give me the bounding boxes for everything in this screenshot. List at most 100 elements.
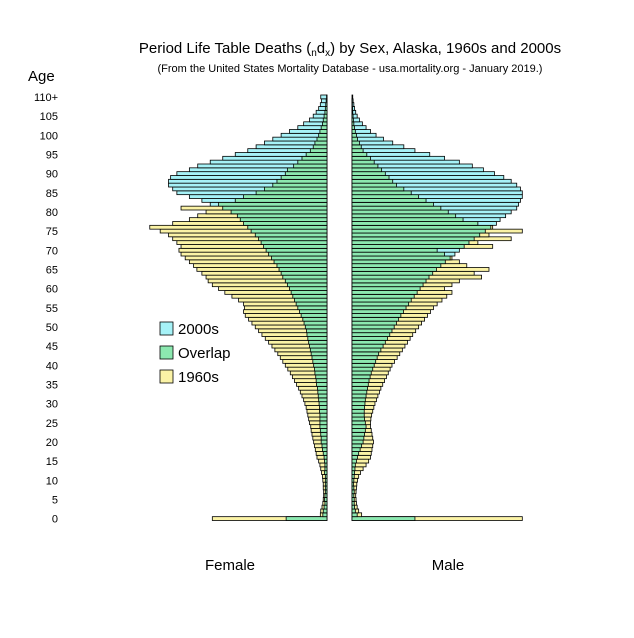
male-bar-overlap xyxy=(352,248,437,252)
female-bar-overlap xyxy=(304,321,327,325)
male-bar-overlap xyxy=(352,356,377,360)
female-bar-overlap xyxy=(321,126,327,130)
female-bar-overlap xyxy=(287,168,327,172)
male-bar-overlap xyxy=(352,202,433,206)
female-bar-overlap xyxy=(266,248,327,252)
male-bar-overlap xyxy=(352,279,426,283)
male-bar-overlap xyxy=(352,317,399,321)
male-bar-overlap xyxy=(352,145,361,149)
female-bar-overlap xyxy=(321,440,327,444)
male-bar-overlap xyxy=(352,260,445,264)
female-bar-overlap xyxy=(315,141,327,145)
female-bar-overlap xyxy=(285,172,327,176)
male-bar-overlap xyxy=(352,482,353,486)
male-bar-overlap xyxy=(352,252,445,256)
male-panel xyxy=(352,95,522,521)
male-bar-overlap xyxy=(352,179,393,183)
male-bar-overlap xyxy=(352,325,394,329)
male-bar-overlap xyxy=(352,122,354,126)
female-bar-overlap xyxy=(273,183,327,187)
male-bar-overlap xyxy=(352,195,419,199)
age-tick-label: 20 xyxy=(46,437,58,449)
female-bar-overlap xyxy=(318,390,327,394)
male-bar-overlap xyxy=(352,513,357,517)
female-bar-overlap xyxy=(324,455,327,459)
female-bar-overlap xyxy=(325,498,328,502)
male-bar-overlap xyxy=(352,471,355,475)
female-bar-overlap xyxy=(307,333,327,337)
male-bar-overlap xyxy=(352,110,353,114)
male-bar-overlap xyxy=(352,275,429,279)
age-tick-label: 5 xyxy=(52,494,58,506)
female-bar-overlap xyxy=(319,406,327,410)
male-bar-overlap xyxy=(352,390,367,394)
female-bar-overlap xyxy=(301,314,327,318)
male-bar-overlap xyxy=(352,229,485,233)
female-bar-overlap xyxy=(325,110,327,114)
male-bar-overlap xyxy=(352,206,441,210)
male-bar-overlap xyxy=(352,176,389,180)
male-bar-overlap xyxy=(352,314,401,318)
male-bar-overlap xyxy=(352,141,359,145)
male-bar-overlap xyxy=(352,386,368,390)
female-bar-overlap xyxy=(287,283,327,287)
female-bar-overlap xyxy=(219,202,327,206)
male-bar-overlap xyxy=(352,187,404,191)
female-bar-overlap xyxy=(320,417,327,421)
male-bar-overlap xyxy=(352,294,414,298)
male-bar-overlap xyxy=(352,283,423,287)
male-bar-overlap xyxy=(352,118,353,122)
female-bar-overlap xyxy=(320,421,327,425)
female-bar-overlap xyxy=(248,225,327,229)
female-panel xyxy=(150,95,327,521)
male-bar-overlap xyxy=(352,425,366,429)
male-bar-overlap xyxy=(352,478,354,482)
female-bar-overlap xyxy=(289,287,327,291)
female-bar-outer xyxy=(321,95,327,99)
male-bar-overlap xyxy=(352,302,409,306)
age-tick-label: 75 xyxy=(46,226,58,238)
male-bar-overlap xyxy=(352,363,374,367)
age-tick-label: 110+ xyxy=(34,92,58,104)
male-bar-overlap xyxy=(352,490,354,494)
male-bar-overlap xyxy=(352,107,353,111)
female-bar-overlap xyxy=(318,394,327,398)
male-bar-overlap xyxy=(352,371,371,375)
female-bar-overlap xyxy=(322,122,327,126)
male-bar-overlap xyxy=(352,114,353,118)
male-bar-overlap xyxy=(352,130,355,134)
age-tick-label: 45 xyxy=(46,341,58,353)
female-bar-overlap xyxy=(305,325,327,329)
male-bar-overlap xyxy=(352,517,415,521)
female-bar-overlap xyxy=(325,494,327,498)
female-bar-overlap xyxy=(291,291,327,295)
female-bar-overlap xyxy=(244,222,327,226)
male-bar-overlap xyxy=(352,241,469,245)
female-bar-overlap xyxy=(231,210,327,214)
female-bar-overlap xyxy=(281,176,327,180)
male-bar-overlap xyxy=(352,436,364,440)
female-bar-overlap xyxy=(296,302,327,306)
female-bar-overlap xyxy=(223,206,327,210)
male-bar-overlap xyxy=(352,452,359,456)
male-bar-overlap xyxy=(352,444,362,448)
male-bar-overlap xyxy=(352,149,363,153)
age-tick-label: 65 xyxy=(46,264,58,276)
male-bar-overlap xyxy=(352,245,464,249)
male-bar-overlap xyxy=(352,463,355,467)
male-bar-overlap xyxy=(352,475,354,479)
male-bar-overlap xyxy=(352,340,385,344)
female-panel-label: Female xyxy=(205,557,255,574)
female-bar-overlap xyxy=(320,425,327,429)
male-bar-overlap xyxy=(352,448,360,452)
female-bar-overlap xyxy=(299,310,327,314)
female-bar-overlap xyxy=(311,352,327,356)
female-bar-overlap xyxy=(321,436,327,440)
age-tick-label: 60 xyxy=(46,284,58,296)
male-bar-overlap xyxy=(352,344,383,348)
female-bar-overlap xyxy=(256,191,327,195)
female-bar-overlap xyxy=(323,513,327,517)
male-bar-overlap xyxy=(352,164,378,168)
